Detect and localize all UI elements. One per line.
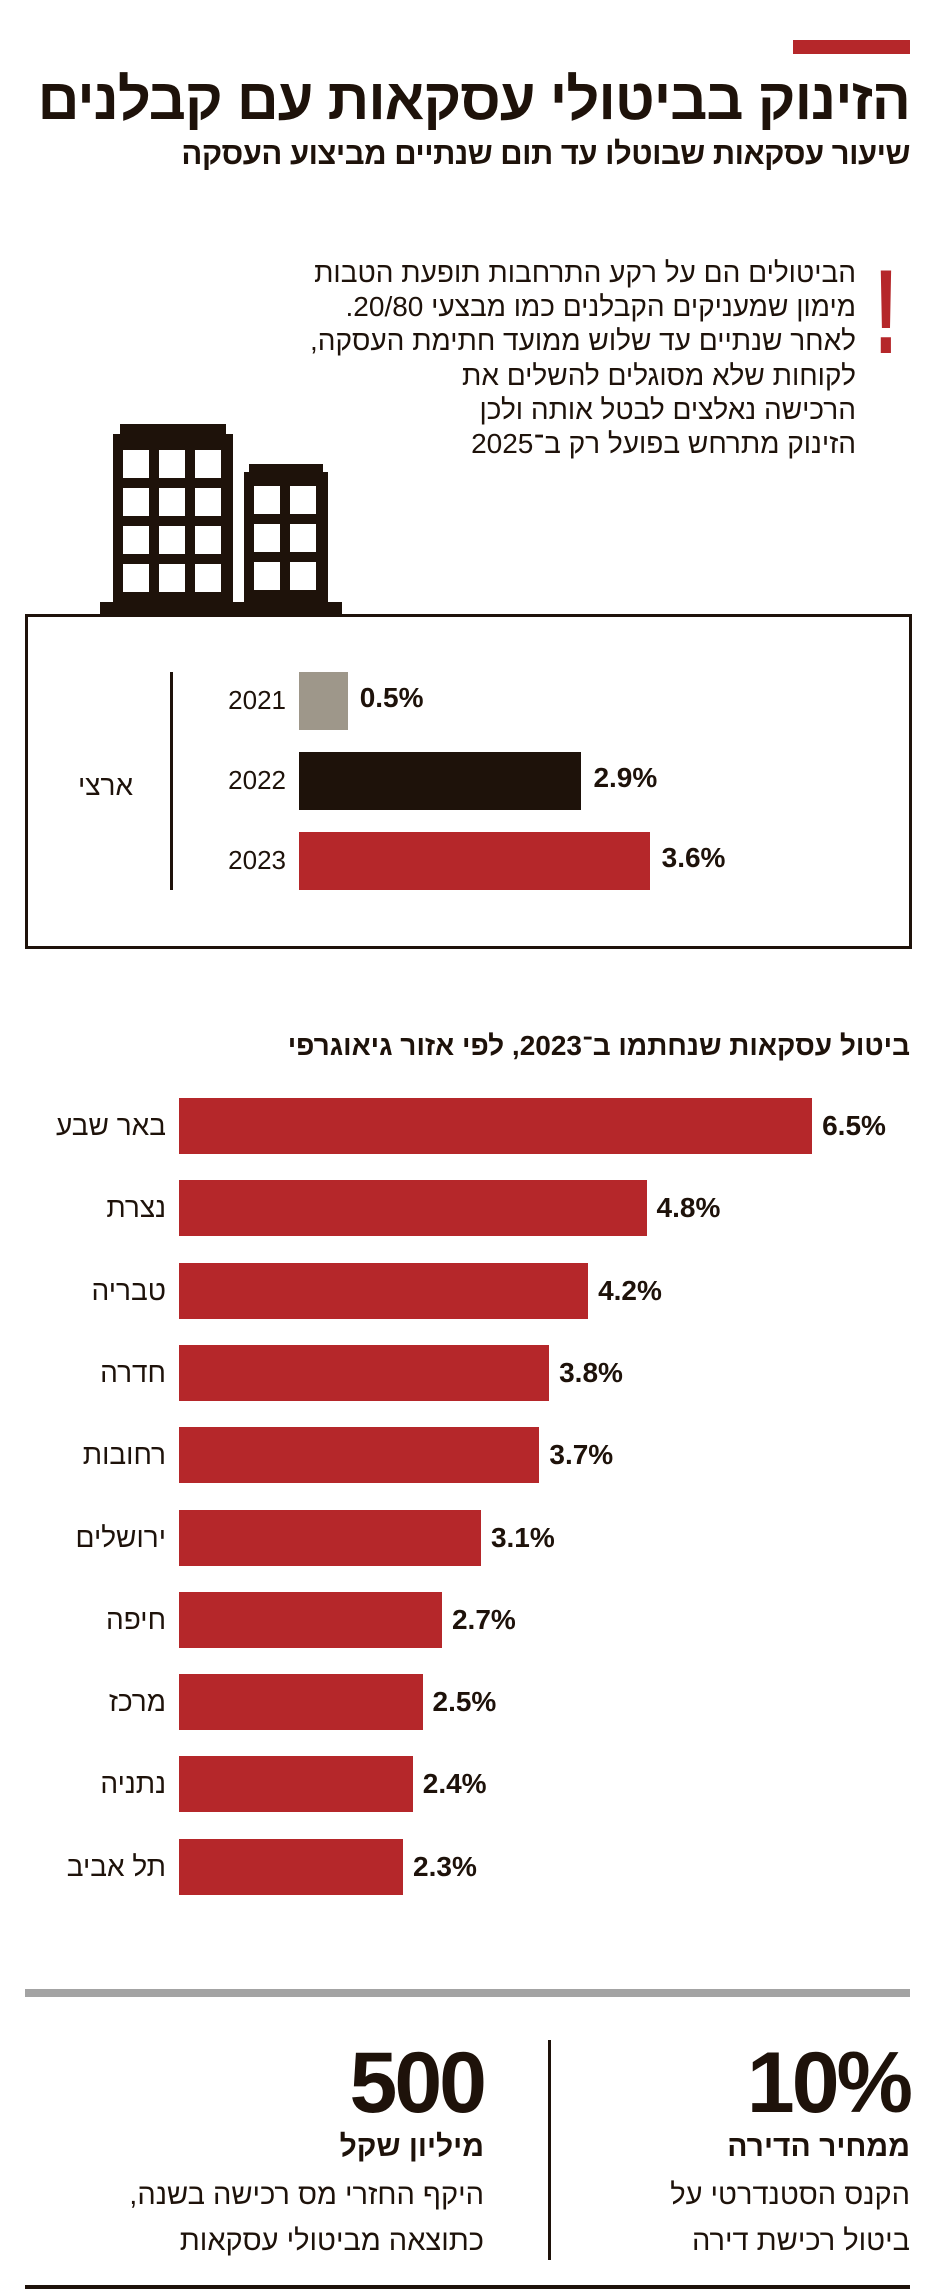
intro-line: הרכישה נאלצים לבטל אותה ולכן xyxy=(479,393,856,425)
window-icon xyxy=(159,564,185,592)
accent-bar xyxy=(793,40,910,54)
bar-region xyxy=(179,1674,423,1731)
bar-region xyxy=(179,1427,540,1484)
chart-axis-line xyxy=(170,672,173,890)
stat-value: 500 xyxy=(349,2035,488,2131)
window-icon xyxy=(290,524,316,552)
stats-divider xyxy=(548,2040,551,2260)
stat-fine: 10% ממחיר הדירה הקנס הסטנדרטי על ביטול ר… xyxy=(570,2035,913,2264)
year-label: 2021 xyxy=(228,685,286,715)
stat-tax: 500 מיליון שקל היקף החזרי מס רכישה בשנה,… xyxy=(44,2035,488,2264)
stat-subtitle: ממחיר הדירה xyxy=(727,2130,910,2163)
city-label: באר שבע xyxy=(56,1110,166,1141)
intro-text: הביטולים הם על רקע התרחבות תופעת הטבות מ… xyxy=(296,256,856,461)
intro-line: לקוחות שלא מסוגלים להשלים את xyxy=(462,359,856,391)
window-icon xyxy=(195,526,221,554)
stat-description: ביטול רכישת דירה xyxy=(691,2225,910,2257)
window-icon xyxy=(159,526,185,554)
window-icon xyxy=(195,488,221,516)
bar-region xyxy=(179,1509,481,1566)
window-icon xyxy=(159,450,185,478)
city-label: חדרה xyxy=(100,1356,166,1388)
intro-line: הזינוק מתרחש בפועל רק ב־2025 xyxy=(471,428,856,460)
bar-region xyxy=(179,1756,413,1813)
stat-description: היקף החזרי מס רכישה בשנה, xyxy=(129,2179,484,2211)
window-icon xyxy=(123,564,149,592)
value-label: 2.3% xyxy=(413,1850,477,1882)
stat-subtitle: מיליון שקל xyxy=(339,2130,484,2163)
buildings-icon xyxy=(98,424,342,616)
value-label: 2.5% xyxy=(432,1686,497,1718)
city-label: רחובות xyxy=(82,1439,166,1471)
window-icon xyxy=(254,524,280,552)
year-label: 2022 xyxy=(228,765,286,795)
national-chart-frame xyxy=(25,614,912,949)
city-label: תל אביב xyxy=(66,1850,166,1882)
bar-region xyxy=(179,1591,442,1648)
value-label: 3.6% xyxy=(661,842,726,873)
value-label: 3.1% xyxy=(490,1521,555,1553)
stat-description: הקנס הסטנדרטי על xyxy=(670,2179,910,2211)
window-icon xyxy=(290,562,316,590)
value-label: 4.2% xyxy=(598,1274,662,1306)
national-group-label: ארצי xyxy=(78,770,134,801)
region-chart-title: ביטול עסקאות שנחתמו ב־2023, לפי אזור גיא… xyxy=(287,1030,910,1061)
page-subtitle: שיעור עסקאות שבוטלו עד תום שנתיים מביצוע… xyxy=(181,136,910,171)
window-icon xyxy=(159,488,185,516)
city-label: ירושלים xyxy=(75,1521,166,1553)
bottom-rule xyxy=(25,2285,910,2289)
value-label: 6.5% xyxy=(822,1110,886,1141)
intro-line: לאחר שנתיים עד שלוש ממועד חתימת העסקה, xyxy=(309,325,856,357)
bar-region xyxy=(179,1098,813,1154)
window-icon xyxy=(290,486,316,514)
value-label: 2.9% xyxy=(593,762,658,793)
bar-region xyxy=(179,1344,550,1401)
bar-2022 xyxy=(299,752,582,810)
window-icon xyxy=(123,450,149,478)
window-icon xyxy=(123,488,149,516)
window-icon xyxy=(123,526,149,554)
bar-region xyxy=(179,1262,589,1319)
value-label: 3.7% xyxy=(549,1439,614,1471)
value-label: 2.7% xyxy=(451,1603,516,1635)
bar-2023 xyxy=(299,832,650,890)
window-icon xyxy=(195,450,221,478)
city-label: חיפה xyxy=(106,1603,166,1635)
city-label: מרכז xyxy=(108,1686,166,1718)
city-label: נתניה xyxy=(100,1768,166,1800)
section-divider xyxy=(25,1989,910,1997)
bar-region xyxy=(179,1838,404,1895)
window-icon xyxy=(254,562,280,590)
value-label: 4.8% xyxy=(656,1192,721,1224)
window-icon xyxy=(254,486,280,514)
city-label: נצרת xyxy=(106,1192,166,1224)
value-label: 2.4% xyxy=(422,1768,487,1800)
stat-value: 10% xyxy=(746,2035,913,2131)
year-label: 2023 xyxy=(228,845,286,875)
city-label: טבריה xyxy=(91,1274,166,1306)
bar-region xyxy=(179,1180,647,1237)
bar-2021 xyxy=(299,672,348,730)
intro-line: מימון שמעניקים הקבלנים כמו מבצעי 20/80. xyxy=(345,291,856,323)
value-label: 3.8% xyxy=(559,1356,623,1388)
intro-line: הביטולים הם על רקע התרחבות תופעת הטבות xyxy=(314,257,856,288)
stat-description: כתוצאה מביטולי עסקאות xyxy=(179,2225,484,2257)
value-label: 0.5% xyxy=(359,682,424,713)
page-title: הזינוק בביטולי עסקאות עם קבלנים xyxy=(37,67,911,132)
exclamation-icon: ! xyxy=(873,245,898,379)
window-icon xyxy=(195,564,221,592)
